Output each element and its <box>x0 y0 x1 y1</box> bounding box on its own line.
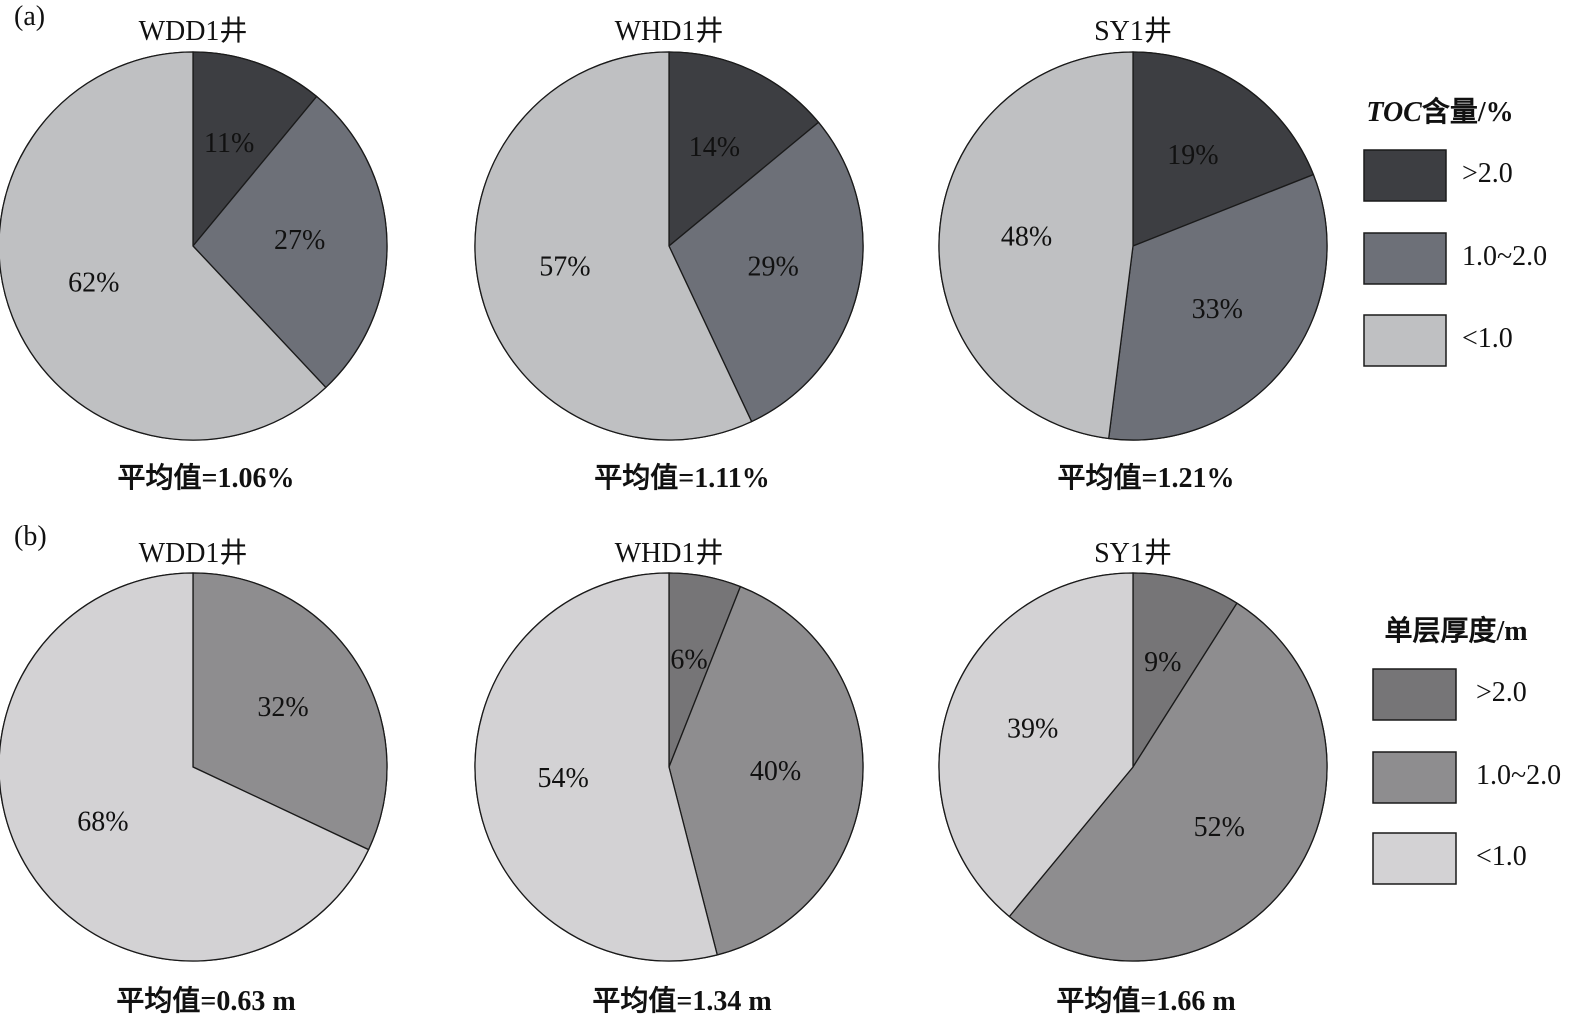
legend-swatch <box>1372 668 1457 721</box>
slice-label: 14% <box>689 132 740 163</box>
pie-slice-1 <box>1132 572 1238 770</box>
slice-label: 33% <box>1192 294 1243 325</box>
pie-title: WDD1井 <box>139 537 248 569</box>
slice-label: 52% <box>1194 812 1245 843</box>
mean-value: 平均值=1.66 m <box>1056 985 1235 1017</box>
legend-title: TOC含量/% <box>1366 95 1513 128</box>
pie-slice-2 <box>1107 173 1328 441</box>
slice-label: 29% <box>747 252 798 283</box>
panel-label-b: (b) <box>14 521 47 552</box>
legend-label: >2.0 <box>1462 158 1513 189</box>
slice-label: 54% <box>537 763 588 794</box>
slice-label: 48% <box>1001 222 1052 253</box>
slice-label: 40% <box>750 756 801 787</box>
legend-swatch <box>1363 314 1447 367</box>
slice-label: 32% <box>257 692 308 723</box>
pie-slice-3 <box>0 51 327 441</box>
slice-label: 19% <box>1167 140 1218 171</box>
pie-title: WDD1井 <box>139 15 248 47</box>
pie-slice-1 <box>668 51 820 248</box>
legend-label: 1.0~2.0 <box>1476 760 1561 791</box>
pie-slice-2 <box>1008 602 1328 962</box>
pie-slice-1 <box>1132 51 1315 247</box>
slice-label: 11% <box>204 128 254 159</box>
pie-slice-3 <box>474 572 719 962</box>
legend: TOC含量/% >2.0 1.0~2.0 <1.0 <box>1363 95 1547 367</box>
slice-label: 27% <box>274 225 325 256</box>
slice-label: 39% <box>1007 713 1058 744</box>
pie-title: WHD1井 <box>615 537 724 569</box>
mean-value: 平均值=1.21% <box>1058 462 1235 494</box>
pie-slice-2 <box>192 95 388 389</box>
legend-swatch <box>1363 232 1447 285</box>
legend-title: 单层厚度/m <box>1384 615 1527 647</box>
pie-slice-3 <box>938 572 1134 918</box>
pie-slice-2 <box>192 572 388 851</box>
legend-label: 1.0~2.0 <box>1462 241 1547 272</box>
legend-label: <1.0 <box>1476 841 1527 872</box>
pie-slice-3 <box>938 51 1134 440</box>
pie-title: SY1井 <box>1094 15 1172 47</box>
pie-slice-3 <box>474 51 753 441</box>
slice-label: 6% <box>670 645 707 676</box>
slice-label: 9% <box>1144 647 1181 678</box>
pie-slice-1 <box>192 51 318 248</box>
legend-swatch <box>1372 751 1457 804</box>
legend-swatch <box>1363 149 1447 202</box>
slice-label: 68% <box>77 807 128 838</box>
pie-slice-3 <box>0 572 370 962</box>
panel-label-a: (a) <box>14 1 45 32</box>
slice-label: 62% <box>68 268 119 299</box>
pie-title: SY1井 <box>1094 537 1172 569</box>
legend-label: <1.0 <box>1462 323 1513 354</box>
legend: 单层厚度/m >2.0 1.0~2.0 <1.0 <box>1372 615 1561 885</box>
legend-label: >2.0 <box>1476 677 1527 708</box>
slice-label: 57% <box>539 252 590 283</box>
pie-title: WHD1井 <box>615 15 724 47</box>
mean-value: 平均值=1.34 m <box>592 985 771 1017</box>
pie-slice-2 <box>668 585 864 956</box>
mean-value: 平均值=0.63 m <box>116 985 295 1017</box>
pie-slice-2 <box>668 121 864 423</box>
mean-value: 平均值=1.11% <box>594 462 769 494</box>
mean-value: 平均值=1.06% <box>118 462 295 494</box>
legend-swatch <box>1372 832 1457 885</box>
